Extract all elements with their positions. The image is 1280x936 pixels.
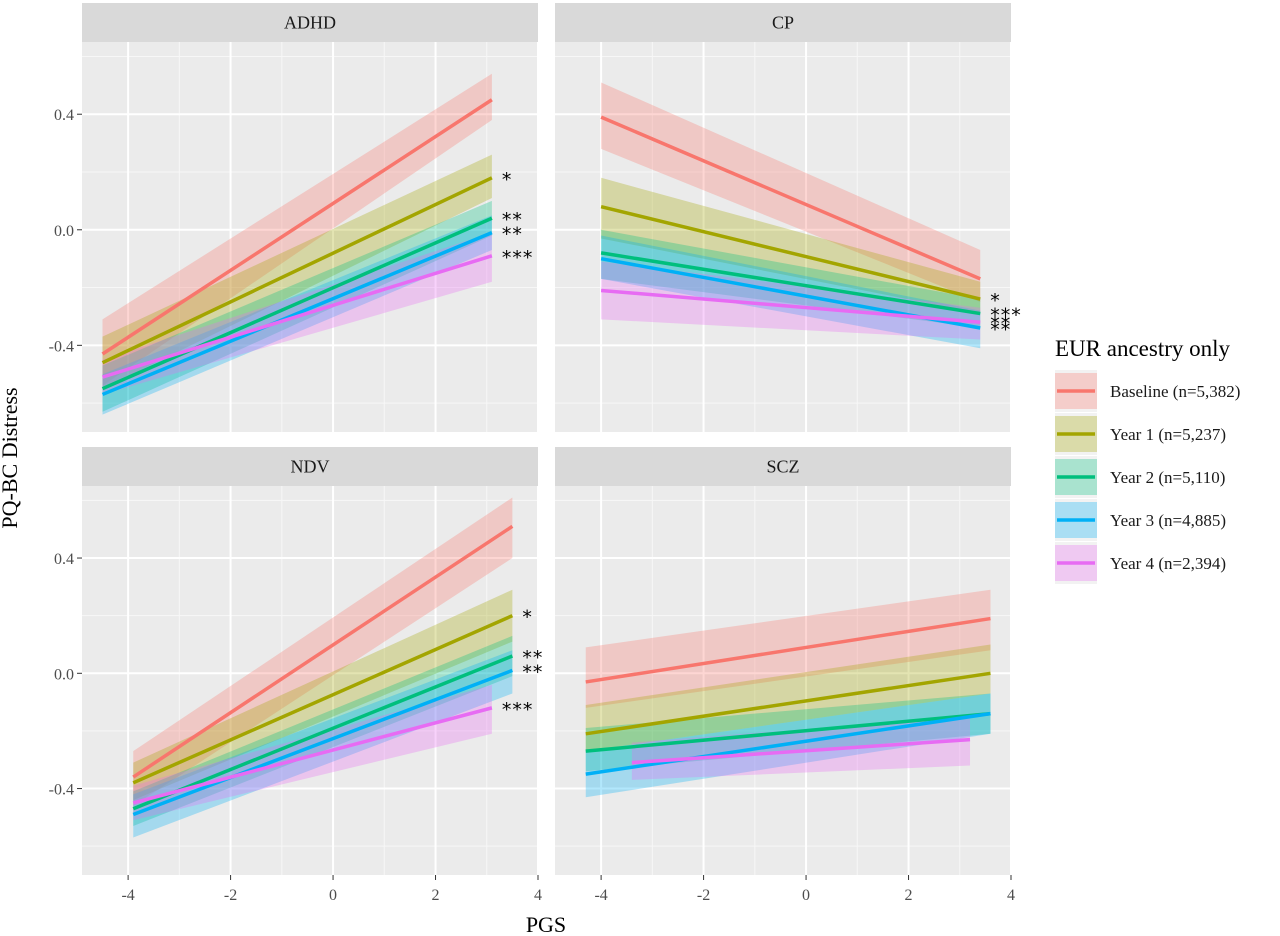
regression-line-series-3 bbox=[132, 668, 514, 817]
significance-stars: * bbox=[990, 290, 1001, 312]
facet-strip-label: NDV bbox=[291, 457, 330, 477]
confidence-band-series-2 bbox=[601, 229, 981, 328]
legend-label: Year 3 (n=4,885) bbox=[1110, 511, 1226, 530]
y-tick-label: -0.4 bbox=[49, 782, 74, 799]
y-tick-label: 0.4 bbox=[54, 107, 74, 124]
x-tick-label: -4 bbox=[594, 887, 607, 904]
facet-strip bbox=[82, 3, 538, 42]
legend-label: Year 1 (n=5,237) bbox=[1110, 425, 1226, 444]
panel-scz: SCZ -4 -2 0 2 4 bbox=[555, 447, 1015, 904]
confidence-band-series-4 bbox=[133, 684, 492, 821]
legend-label: Year 2 (n=5,110) bbox=[1110, 468, 1225, 487]
regression-line-series-0 bbox=[585, 616, 991, 684]
regression-line-series-2 bbox=[101, 216, 493, 391]
regression-line-series-1 bbox=[600, 204, 981, 301]
facet-strip bbox=[555, 447, 1011, 486]
y-tick-label: 0.4 bbox=[54, 551, 74, 568]
significance-stars: *** bbox=[990, 305, 1022, 327]
x-tick-label: -2 bbox=[697, 887, 710, 904]
regression-line-series-4 bbox=[132, 706, 493, 805]
y-axis-title: PQ-BC Distress bbox=[0, 387, 22, 528]
panel-adhd: ADHD********0.40.0-0.4 bbox=[49, 3, 539, 432]
legend-item-2: Year 2 (n=5,110) bbox=[1055, 456, 1225, 498]
regression-line-series-1 bbox=[101, 176, 493, 365]
significance-stars: ** bbox=[502, 224, 523, 246]
regression-line-series-2 bbox=[600, 251, 981, 316]
legend-item-1: Year 1 (n=5,237) bbox=[1055, 413, 1226, 455]
significance-stars: ** bbox=[990, 313, 1011, 335]
x-axis-title: PGS bbox=[526, 912, 566, 936]
panel-background bbox=[82, 42, 538, 432]
confidence-band-series-1 bbox=[585, 644, 991, 752]
confidence-band-series-1 bbox=[601, 177, 981, 314]
regression-line-series-4 bbox=[101, 254, 493, 379]
legend-title: EUR ancestry only bbox=[1055, 336, 1231, 361]
panel-cp: CP******** bbox=[555, 3, 1022, 432]
panel-background bbox=[82, 486, 538, 875]
confidence-band-series-0 bbox=[102, 73, 492, 386]
confidence-band-series-2 bbox=[102, 200, 492, 412]
regression-line-series-3 bbox=[585, 711, 991, 776]
confidence-band-series-4 bbox=[631, 716, 971, 780]
legend-item-3: Year 3 (n=4,885) bbox=[1055, 499, 1226, 541]
facet-strip-label: ADHD bbox=[284, 13, 336, 33]
x-tick-label: -2 bbox=[224, 887, 237, 904]
legend: EUR ancestry only Baseline (n=5,382) Year… bbox=[1055, 336, 1240, 584]
significance-stars: * bbox=[522, 607, 533, 629]
x-tick-label: -4 bbox=[121, 887, 134, 904]
confidence-band-series-0 bbox=[601, 82, 981, 302]
significance-stars: * bbox=[502, 169, 513, 191]
confidence-band-series-1 bbox=[133, 589, 513, 801]
confidence-band-series-4 bbox=[601, 261, 981, 340]
x-tick-label: 2 bbox=[432, 887, 440, 904]
legend-item-4: Year 4 (n=2,394) bbox=[1055, 542, 1226, 584]
facet-strip-label: SCZ bbox=[766, 457, 799, 477]
significance-stars: *** bbox=[502, 247, 534, 269]
panels-layer: ADHD********0.40.0-0.4CP********NDV*****… bbox=[49, 3, 1022, 904]
y-tick-label: 0.0 bbox=[54, 666, 74, 683]
panel-background bbox=[555, 42, 1011, 432]
significance-stars: ** bbox=[522, 647, 543, 669]
facet-strip bbox=[555, 3, 1011, 42]
legend-label: Baseline (n=5,382) bbox=[1110, 382, 1240, 401]
regression-line-series-0 bbox=[132, 524, 514, 779]
legend-label: Year 4 (n=2,394) bbox=[1110, 554, 1226, 573]
x-tick-label: 2 bbox=[905, 887, 913, 904]
significance-stars: *** bbox=[502, 699, 534, 721]
regression-line-series-3 bbox=[101, 231, 493, 397]
regression-line-series-4 bbox=[631, 737, 971, 765]
x-tick-label: 4 bbox=[534, 887, 542, 904]
regression-line-series-0 bbox=[600, 115, 981, 281]
regression-line-series-0 bbox=[101, 98, 493, 356]
y-tick-label: -0.4 bbox=[49, 338, 74, 355]
x-tick-label: 0 bbox=[329, 887, 337, 904]
regression-line-series-1 bbox=[132, 614, 514, 785]
x-tick-label: 4 bbox=[1007, 887, 1015, 904]
significance-stars: ** bbox=[522, 661, 543, 683]
legend-item-0: Baseline (n=5,382) bbox=[1055, 370, 1240, 412]
facet-strip bbox=[82, 447, 538, 486]
panel-ndv: NDV********0.40.0-0.4-4 -2 0 2 4 bbox=[49, 447, 543, 904]
x-tick-label: 0 bbox=[802, 887, 810, 904]
significance-stars: ** bbox=[990, 319, 1011, 341]
facet-strip-label: CP bbox=[772, 13, 794, 33]
y-tick-label: 0.0 bbox=[54, 223, 74, 240]
regression-line-series-2 bbox=[585, 711, 991, 753]
regression-line-series-1 bbox=[585, 671, 991, 736]
significance-stars: ** bbox=[502, 209, 523, 231]
regression-line-series-2 bbox=[132, 654, 514, 811]
regression-line-series-4 bbox=[600, 288, 981, 324]
